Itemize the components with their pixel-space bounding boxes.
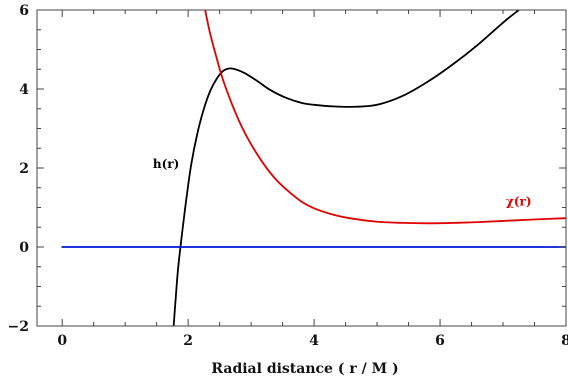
x-tick-label: 2: [183, 333, 193, 349]
y-tick-label: 6: [19, 3, 29, 19]
x-tick-label: 4: [309, 333, 319, 349]
curves-layer: [61, 10, 566, 326]
y-tick-label: 2: [19, 161, 29, 177]
tick-marks: [37, 9, 567, 327]
h-curve-label: h(r): [153, 157, 179, 171]
y-tick-label: 0: [19, 240, 29, 256]
x-axis-label: Radial distance ( r / M ): [211, 361, 398, 377]
h-curve: [172, 10, 520, 326]
plot-border: [36, 9, 567, 327]
x-tick-label: 0: [57, 333, 67, 349]
tick-labels: 0 2 4 6 8 −2 0 2 4 6: [8, 3, 568, 349]
curve-labels: h(r) χ(r): [153, 157, 532, 209]
chi-curve-label: χ(r): [506, 195, 532, 209]
x-tick-label: 6: [435, 333, 445, 349]
x-tick-label: 8: [561, 333, 568, 349]
plot-frame: [36, 9, 567, 327]
y-tick-label: −2: [8, 319, 29, 335]
y-tick-label: 4: [19, 82, 29, 98]
chi-curve: [204, 10, 566, 225]
